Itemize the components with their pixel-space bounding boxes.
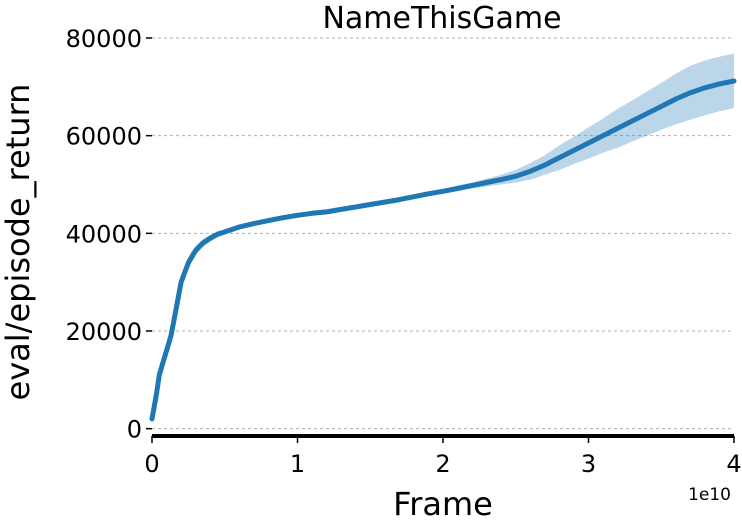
x-tick-label: 4 — [726, 450, 741, 478]
y-tick-label: 40000 — [66, 220, 142, 248]
series-line — [149, 78, 737, 422]
x-tick-label: 0 — [144, 450, 159, 478]
x-tick-label: 3 — [581, 450, 596, 478]
y-tick-label: 80000 — [66, 25, 142, 53]
chart-title: NameThisGame — [322, 1, 561, 36]
x-tick-label: 1 — [290, 450, 305, 478]
y-axis-label: eval/episode_return — [0, 84, 37, 401]
x-tick-label: 2 — [435, 450, 450, 478]
x-axis-ticks: 0 1 2 3 4 — [144, 436, 742, 478]
x-axis-offset-label: 1e10 — [688, 485, 731, 505]
y-gridlines — [152, 37, 734, 430]
y-tick-label: 20000 — [66, 318, 142, 346]
y-axis-ticks: 0 20000 40000 60000 80000 — [66, 25, 152, 444]
y-tick-label: 60000 — [66, 123, 142, 151]
x-axis-label: Frame — [393, 485, 493, 523]
confidence-band — [152, 53, 734, 424]
y-tick-label: 0 — [127, 416, 142, 444]
